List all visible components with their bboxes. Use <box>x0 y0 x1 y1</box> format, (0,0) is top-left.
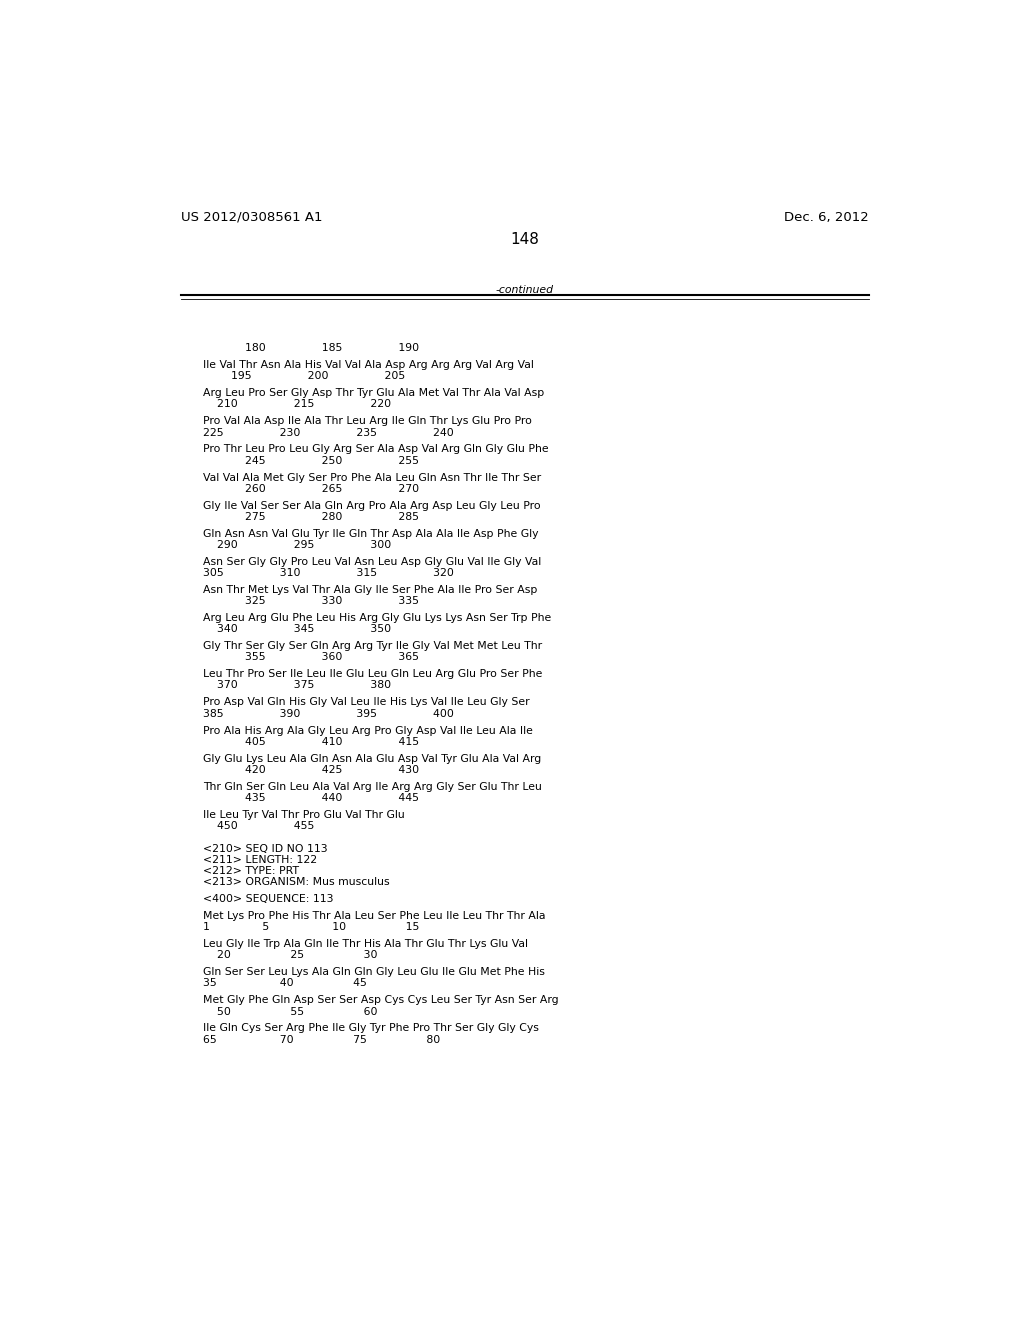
Text: Met Lys Pro Phe His Thr Ala Leu Ser Phe Leu Ile Leu Thr Thr Ala: Met Lys Pro Phe His Thr Ala Leu Ser Phe … <box>203 911 546 921</box>
Text: 210                215                220: 210 215 220 <box>203 400 391 409</box>
Text: 340                345                350: 340 345 350 <box>203 624 391 634</box>
Text: 20                 25                 30: 20 25 30 <box>203 950 378 961</box>
Text: 385                390                395                400: 385 390 395 400 <box>203 709 454 718</box>
Text: 450                455: 450 455 <box>203 821 314 832</box>
Text: 260                265                270: 260 265 270 <box>203 483 419 494</box>
Text: Ile Gln Cys Ser Arg Phe Ile Gly Tyr Phe Pro Thr Ser Gly Gly Cys: Ile Gln Cys Ser Arg Phe Ile Gly Tyr Phe … <box>203 1023 539 1034</box>
Text: 275                280                285: 275 280 285 <box>203 512 419 521</box>
Text: Pro Asp Val Gln His Gly Val Leu Ile His Lys Val Ile Leu Gly Ser: Pro Asp Val Gln His Gly Val Leu Ile His … <box>203 697 529 708</box>
Text: 325                330                335: 325 330 335 <box>203 597 419 606</box>
Text: 195                200                205: 195 200 205 <box>203 371 406 381</box>
Text: <400> SEQUENCE: 113: <400> SEQUENCE: 113 <box>203 894 334 904</box>
Text: Val Val Ala Met Gly Ser Pro Phe Ala Leu Gln Asn Thr Ile Thr Ser: Val Val Ala Met Gly Ser Pro Phe Ala Leu … <box>203 473 542 483</box>
Text: 65                  70                 75                 80: 65 70 75 80 <box>203 1035 440 1044</box>
Text: 305                310                315                320: 305 310 315 320 <box>203 568 454 578</box>
Text: Pro Ala His Arg Ala Gly Leu Arg Pro Gly Asp Val Ile Leu Ala Ile: Pro Ala His Arg Ala Gly Leu Arg Pro Gly … <box>203 726 534 735</box>
Text: <213> ORGANISM: Mus musculus: <213> ORGANISM: Mus musculus <box>203 878 390 887</box>
Text: <211> LENGTH: 122: <211> LENGTH: 122 <box>203 855 317 865</box>
Text: Asn Thr Met Lys Val Thr Ala Gly Ile Ser Phe Ala Ile Pro Ser Asp: Asn Thr Met Lys Val Thr Ala Gly Ile Ser … <box>203 585 538 595</box>
Text: 420                425                430: 420 425 430 <box>203 764 419 775</box>
Text: 225                230                235                240: 225 230 235 240 <box>203 428 454 437</box>
Text: Gly Glu Lys Leu Ala Gln Asn Ala Glu Asp Val Tyr Glu Ala Val Arg: Gly Glu Lys Leu Ala Gln Asn Ala Glu Asp … <box>203 754 542 763</box>
Text: Gly Ile Val Ser Ser Ala Gln Arg Pro Ala Arg Asp Leu Gly Leu Pro: Gly Ile Val Ser Ser Ala Gln Arg Pro Ala … <box>203 500 541 511</box>
Text: 435                440                445: 435 440 445 <box>203 793 419 803</box>
Text: 148: 148 <box>510 231 540 247</box>
Text: Leu Gly Ile Trp Ala Gln Ile Thr His Ala Thr Glu Thr Lys Glu Val: Leu Gly Ile Trp Ala Gln Ile Thr His Ala … <box>203 940 528 949</box>
Text: US 2012/0308561 A1: US 2012/0308561 A1 <box>180 211 323 224</box>
Text: Arg Leu Arg Glu Phe Leu His Arg Gly Glu Lys Lys Asn Ser Trp Phe: Arg Leu Arg Glu Phe Leu His Arg Gly Glu … <box>203 612 552 623</box>
Text: 290                295                300: 290 295 300 <box>203 540 391 550</box>
Text: Gln Asn Asn Val Glu Tyr Ile Gln Thr Asp Ala Ala Ile Asp Phe Gly: Gln Asn Asn Val Glu Tyr Ile Gln Thr Asp … <box>203 529 539 539</box>
Text: Pro Val Ala Asp Ile Ala Thr Leu Arg Ile Gln Thr Lys Glu Pro Pro: Pro Val Ala Asp Ile Ala Thr Leu Arg Ile … <box>203 416 532 426</box>
Text: Arg Leu Pro Ser Gly Asp Thr Tyr Glu Ala Met Val Thr Ala Val Asp: Arg Leu Pro Ser Gly Asp Thr Tyr Glu Ala … <box>203 388 545 399</box>
Text: Leu Thr Pro Ser Ile Leu Ile Glu Leu Gln Leu Arg Glu Pro Ser Phe: Leu Thr Pro Ser Ile Leu Ile Glu Leu Gln … <box>203 669 543 680</box>
Text: Ile Leu Tyr Val Thr Pro Glu Val Thr Glu: Ile Leu Tyr Val Thr Pro Glu Val Thr Glu <box>203 810 404 820</box>
Text: 180                185                190: 180 185 190 <box>203 343 419 354</box>
Text: Thr Gln Ser Gln Leu Ala Val Arg Ile Arg Arg Gly Ser Glu Thr Leu: Thr Gln Ser Gln Leu Ala Val Arg Ile Arg … <box>203 781 542 792</box>
Text: 405                410                415: 405 410 415 <box>203 737 419 747</box>
Text: <210> SEQ ID NO 113: <210> SEQ ID NO 113 <box>203 843 328 854</box>
Text: 370                375                380: 370 375 380 <box>203 681 391 690</box>
Text: Gly Thr Ser Gly Ser Gln Arg Arg Tyr Ile Gly Val Met Met Leu Thr: Gly Thr Ser Gly Ser Gln Arg Arg Tyr Ile … <box>203 642 543 651</box>
Text: Gln Ser Ser Leu Lys Ala Gln Gln Gly Leu Glu Ile Glu Met Phe His: Gln Ser Ser Leu Lys Ala Gln Gln Gly Leu … <box>203 968 545 977</box>
Text: 50                 55                 60: 50 55 60 <box>203 1007 378 1016</box>
Text: 245                250                255: 245 250 255 <box>203 455 419 466</box>
Text: <212> TYPE: PRT: <212> TYPE: PRT <box>203 866 299 876</box>
Text: Pro Thr Leu Pro Leu Gly Arg Ser Ala Asp Val Arg Gln Gly Glu Phe: Pro Thr Leu Pro Leu Gly Arg Ser Ala Asp … <box>203 445 549 454</box>
Text: 35                  40                 45: 35 40 45 <box>203 978 367 989</box>
Text: Met Gly Phe Gln Asp Ser Ser Asp Cys Cys Leu Ser Tyr Asn Ser Arg: Met Gly Phe Gln Asp Ser Ser Asp Cys Cys … <box>203 995 559 1006</box>
Text: Dec. 6, 2012: Dec. 6, 2012 <box>784 211 869 224</box>
Text: 1               5                  10                 15: 1 5 10 15 <box>203 923 420 932</box>
Text: Ile Val Thr Asn Ala His Val Val Ala Asp Arg Arg Arg Val Arg Val: Ile Val Thr Asn Ala His Val Val Ala Asp … <box>203 360 535 370</box>
Text: 355                360                365: 355 360 365 <box>203 652 419 663</box>
Text: -continued: -continued <box>496 285 554 296</box>
Text: Asn Ser Gly Gly Pro Leu Val Asn Leu Asp Gly Glu Val Ile Gly Val: Asn Ser Gly Gly Pro Leu Val Asn Leu Asp … <box>203 557 542 566</box>
